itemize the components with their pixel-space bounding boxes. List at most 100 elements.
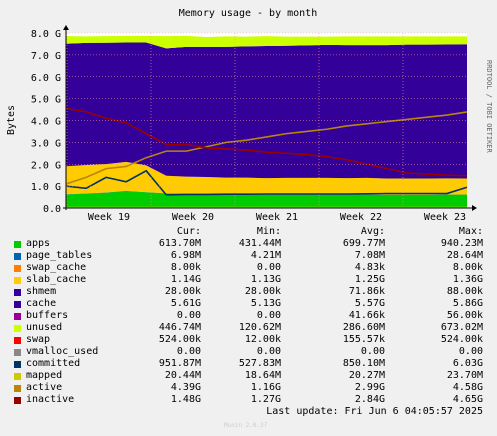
y-tick-label: 1.0 G bbox=[31, 182, 61, 193]
legend-max: 56.00k bbox=[446, 310, 483, 321]
legend-swatch bbox=[14, 289, 21, 296]
legend-avg: 1.25G bbox=[354, 274, 385, 285]
legend-row: page_tables 6.98M 4.21M 7.08M 28.64M bbox=[0, 250, 497, 262]
legend-name: inactive bbox=[26, 394, 75, 405]
legend-cur: 5.61G bbox=[170, 298, 201, 309]
legend-name: vmalloc_used bbox=[26, 346, 99, 357]
legend-row: slab_cache 1.14G 1.13G 1.25G 1.36G bbox=[0, 274, 497, 286]
legend-avg: 5.57G bbox=[354, 298, 385, 309]
legend-swatch bbox=[14, 265, 21, 272]
legend-cur: 613.70M bbox=[158, 238, 201, 249]
legend-min: 527.83M bbox=[238, 358, 281, 369]
legend-cur: 4.39G bbox=[170, 382, 201, 393]
x-tick-label: Week 21 bbox=[256, 212, 298, 223]
x-tick-label: Week 23 bbox=[424, 212, 466, 223]
legend-avg: 71.86k bbox=[348, 286, 385, 297]
legend-name: unused bbox=[26, 322, 63, 333]
legend-swatch bbox=[14, 277, 21, 284]
legend-cur: 0.00 bbox=[176, 346, 201, 357]
y-tick-labels: 0.0 1.0 G 2.0 G 3.0 G 4.0 G 5.0 G 6.0 G 7.0 G 8.… bbox=[31, 29, 61, 215]
legend-row: inactive 1.48G 1.27G 2.84G 4.65G bbox=[0, 394, 497, 406]
legend-cur: 6.98M bbox=[170, 250, 201, 261]
legend-cur: 1.48G bbox=[170, 394, 201, 405]
line-committed bbox=[65, 169, 468, 196]
legend-avg: 20.27M bbox=[348, 370, 385, 381]
legend-name: active bbox=[26, 382, 63, 393]
legend-min: 431.44M bbox=[238, 238, 281, 249]
legend-max: 673.02M bbox=[440, 322, 483, 333]
legend-row: committed 951.87M 527.83M 850.10M 6.03G bbox=[0, 358, 497, 370]
legend-swatch bbox=[14, 349, 21, 356]
legend-max: 88.00k bbox=[446, 286, 483, 297]
y-tick-label: 3.0 G bbox=[31, 138, 61, 149]
legend-min: 18.64M bbox=[244, 370, 281, 381]
x-tick-labels: Week 19 Week 20 Week 21 Week 22 Week 23 bbox=[88, 212, 466, 223]
legend-cur: 1.14G bbox=[170, 274, 201, 285]
legend-min: 120.62M bbox=[238, 322, 281, 333]
legend-avg: 2.84G bbox=[354, 394, 385, 405]
legend-max: 4.58G bbox=[452, 382, 483, 393]
y-tick-label: 5.0 G bbox=[31, 95, 61, 106]
legend-name: swap bbox=[26, 334, 51, 345]
legend-avg: 699.77M bbox=[342, 238, 385, 249]
last-update: Last update: Fri Jun 6 04:05:57 2025 bbox=[266, 406, 483, 417]
legend-row: vmalloc_used 0.00 0.00 0.00 0.00 bbox=[0, 346, 497, 358]
legend-name: cache bbox=[26, 298, 57, 309]
legend-avg: 850.10M bbox=[342, 358, 385, 369]
area-cache bbox=[66, 42, 467, 179]
legend-swatch bbox=[14, 253, 21, 260]
legend-min: 1.16G bbox=[250, 382, 281, 393]
legend-row: cache 5.61G 5.13G 5.57G 5.86G bbox=[0, 298, 497, 310]
legend-swatch bbox=[14, 373, 21, 380]
legend-cur: 951.87M bbox=[158, 358, 201, 369]
legend-row: swap_cache 8.00k 0.00 4.83k 8.00k bbox=[0, 262, 497, 274]
legend-swatch bbox=[14, 313, 21, 320]
rrdtool-side-label: RRDTOOL / TOBI OETIKER bbox=[485, 60, 493, 154]
legend-swatch bbox=[14, 325, 21, 332]
legend-name: mapped bbox=[26, 370, 63, 381]
legend-header-avg: Avg: bbox=[360, 226, 385, 237]
legend-max: 23.70M bbox=[446, 370, 483, 381]
legend-avg: 0.00 bbox=[360, 346, 385, 357]
legend-avg: 286.60M bbox=[342, 322, 385, 333]
y-tick-label: 7.0 G bbox=[31, 51, 61, 62]
legend-min: 4.21M bbox=[250, 250, 281, 261]
legend-header-cur: Cur: bbox=[176, 226, 201, 237]
legend-avg: 155.57k bbox=[342, 334, 385, 345]
legend-avg: 41.66k bbox=[348, 310, 385, 321]
legend-min: 1.27G bbox=[250, 394, 281, 405]
legend-avg: 7.08M bbox=[354, 250, 385, 261]
line-inactive bbox=[65, 107, 468, 177]
y-tick-label: 6.0 G bbox=[31, 73, 61, 84]
legend-swatch bbox=[14, 337, 21, 344]
legend-avg: 2.99G bbox=[354, 382, 385, 393]
legend-row: apps 613.70M 431.44M 699.77M 940.23M bbox=[0, 238, 497, 250]
legend-name: apps bbox=[26, 238, 51, 249]
y-tick-label: 0.0 bbox=[43, 204, 61, 215]
legend-cur: 0.00 bbox=[176, 310, 201, 321]
legend-name: shmem bbox=[26, 286, 57, 297]
legend-row: buffers 0.00 0.00 41.66k 56.00k bbox=[0, 310, 497, 322]
legend-max: 1.36G bbox=[452, 274, 483, 285]
legend-swatch bbox=[14, 301, 21, 308]
y-tick-label: 8.0 G bbox=[31, 29, 61, 40]
legend-cur: 8.00k bbox=[170, 262, 201, 273]
legend-swatch bbox=[14, 397, 21, 404]
legend-min: 5.13G bbox=[250, 298, 281, 309]
legend-min: 0.00 bbox=[256, 310, 281, 321]
legend-max: 6.03G bbox=[452, 358, 483, 369]
legend-min: 12.00k bbox=[244, 334, 281, 345]
legend-min: 28.00k bbox=[244, 286, 281, 297]
munin-version: Munin 2.0.37 bbox=[224, 422, 268, 429]
legend-max: 28.64M bbox=[446, 250, 483, 261]
legend-name: swap_cache bbox=[26, 262, 87, 273]
y-tick-label: 2.0 G bbox=[31, 160, 61, 171]
legend-header-min: Min: bbox=[256, 226, 281, 237]
legend-min: 0.00 bbox=[256, 346, 281, 357]
legend-header-max: Max: bbox=[458, 226, 483, 237]
legend-cur: 524.00k bbox=[158, 334, 201, 345]
legend-min: 0.00 bbox=[256, 262, 281, 273]
legend-row: unused 446.74M 120.62M 286.60M 673.02M bbox=[0, 322, 497, 334]
legend-cur: 28.00k bbox=[164, 286, 201, 297]
legend-cur: 20.44M bbox=[164, 370, 201, 381]
